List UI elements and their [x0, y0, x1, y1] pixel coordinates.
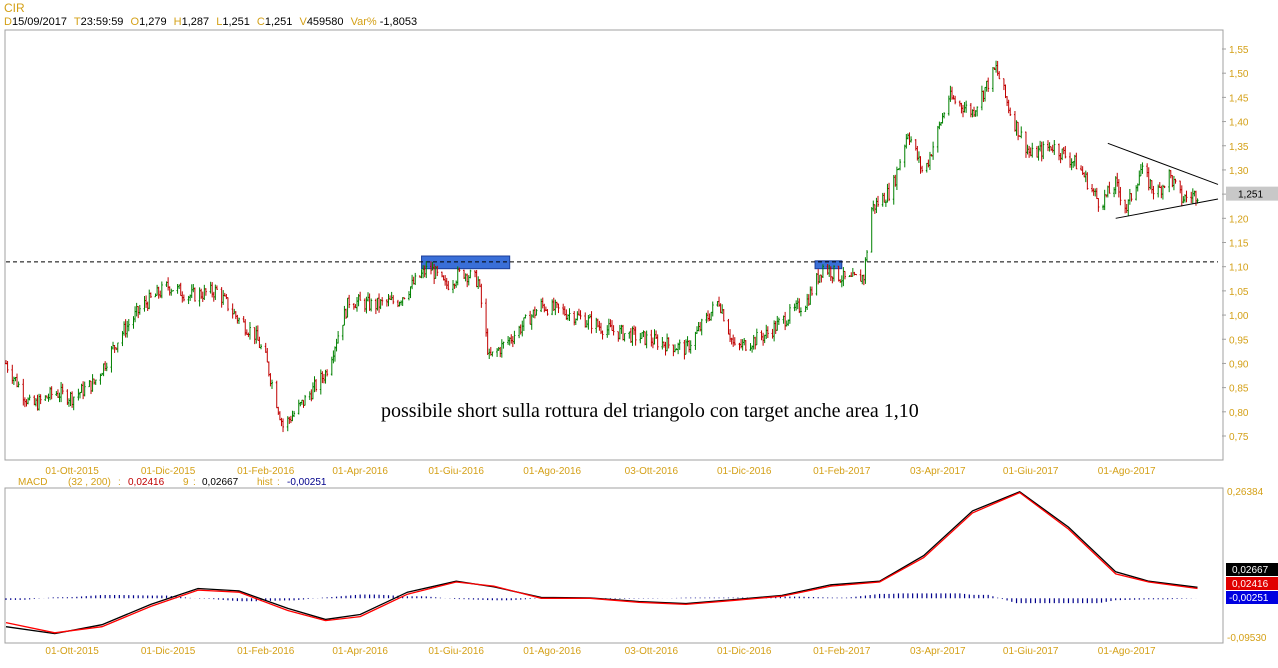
- macd-y-axis: 0,26384 -0,09530: [1227, 487, 1267, 644]
- price-y-tick-label: 1,55: [1229, 45, 1249, 56]
- volume-key: V: [299, 16, 307, 28]
- price-y-tick-label: 0,85: [1229, 384, 1249, 395]
- price-x-axis: 01-Ott-2015 01-Dic-2015 01-Feb-2016 01-Apr-…: [45, 466, 1156, 477]
- price-x-tick-label: 01-Dic-2015: [141, 466, 196, 477]
- macd-y-tick-label: -0,09530: [1227, 633, 1267, 644]
- macd-x-axis: 01-Ott-2015 01-Dic-2015 01-Feb-2016 01-Apr-…: [45, 646, 1156, 657]
- price-y-tick-label: 0,80: [1229, 408, 1249, 419]
- hist-tag: -0,00251: [1229, 593, 1269, 604]
- macd-panel-frame: [4, 487, 1224, 644]
- price-panel-frame: [4, 29, 1224, 461]
- price-x-tick-label: 03-Apr-2017: [910, 466, 966, 477]
- price-y-tick-label: 1,10: [1229, 263, 1249, 274]
- price-x-tick-label: 01-Giu-2017: [1003, 466, 1059, 477]
- macd-colon: :: [118, 477, 121, 488]
- hist-label: hist: [257, 477, 273, 488]
- price-y-tick-label: 1,05: [1229, 287, 1249, 298]
- macd-x-tick-label: 01-Giu-2016: [428, 646, 484, 657]
- macd-x-tick-label: 01-Apr-2016: [332, 646, 388, 657]
- chart-annotation: possibile short sulla rottura del triang…: [381, 400, 919, 422]
- volume-value: 459580: [306, 16, 344, 28]
- price-y-tick-label: 1,45: [1229, 93, 1249, 104]
- var-value: -1,8053: [379, 16, 418, 28]
- price-y-tick-label: 1,35: [1229, 142, 1249, 153]
- resistance-zone: [814, 260, 843, 270]
- macd-title: MACD: [18, 477, 47, 488]
- ohlc-readout: D15/09/2017 T23:59:59 O1,279 H1,287 L1,2…: [4, 16, 421, 28]
- last-price-label: 1,251: [1238, 190, 1263, 201]
- price-y-axis: 1,551,501,451,401,351,301,251,201,151,10…: [1222, 45, 1249, 443]
- price-y-tick-label: 0,75: [1229, 432, 1249, 443]
- macd-y-tick-label: 0,26384: [1227, 487, 1264, 498]
- macd-value-tags: 0,02667 0,02416 -0,00251: [1226, 563, 1278, 604]
- time-key: T: [73, 16, 81, 28]
- time-value: 23:59:59: [80, 16, 124, 28]
- price-x-tick-label: 01-Ago-2017: [1098, 466, 1156, 477]
- macd-x-tick-label: 03-Apr-2017: [910, 646, 966, 657]
- date-value: 15/09/2017: [11, 16, 68, 28]
- close-key: C: [256, 16, 265, 28]
- macd-x-tick-label: 01-Ott-2015: [45, 646, 99, 657]
- price-x-tick-label: 01-Ago-2016: [523, 466, 581, 477]
- date-key: D: [4, 16, 12, 28]
- macd-tag-bg: [1226, 577, 1278, 590]
- price-y-tick-label: 1,40: [1229, 118, 1249, 129]
- macd-x-tick-label: 03-Ott-2016: [625, 646, 679, 657]
- chart-header: CIR D15/09/2017 T23:59:59 O1,279 H1,287 …: [4, 1, 704, 31]
- signal-tag-bg: [1226, 563, 1278, 576]
- signal-line: [5, 491, 1198, 634]
- low-key: L: [216, 16, 223, 28]
- macd-x-tick-label: 01-Feb-2017: [813, 646, 871, 657]
- price-x-tick-label: 01-Giu-2016: [428, 466, 484, 477]
- symbol-title: CIR: [4, 1, 25, 15]
- macd-x-tick-label: 01-Dic-2015: [141, 646, 196, 657]
- hist-tag-bg: [1226, 591, 1278, 604]
- price-x-tick-label: 01-Feb-2016: [237, 466, 295, 477]
- triangle-pattern: [1107, 142, 1219, 219]
- price-y-tick-label: 1,30: [1229, 166, 1249, 177]
- price-y-tick-label: 1,15: [1229, 239, 1249, 250]
- signal-tag: 0,02667: [1232, 565, 1269, 576]
- macd-value: 0,02416: [128, 477, 165, 488]
- macd-x-tick-label: 01-Dic-2016: [717, 646, 772, 657]
- hist-colon: :: [277, 477, 280, 488]
- macd-x-tick-label: 01-Ago-2017: [1098, 646, 1156, 657]
- price-x-tick-label: 03-Ott-2016: [625, 466, 679, 477]
- high-value: 1,287: [181, 16, 210, 28]
- triangle-trendline: [1115, 198, 1219, 219]
- macd-x-tick-label: 01-Feb-2016: [237, 646, 295, 657]
- candlestick-series: [5, 60, 1199, 433]
- price-x-tick-label: 01-Ott-2015: [45, 466, 99, 477]
- price-y-tick-label: 1,20: [1229, 214, 1249, 225]
- macd-x-tick-label: 01-Ago-2016: [523, 646, 581, 657]
- price-y-tick-label: 1,50: [1229, 69, 1249, 80]
- price-x-tick-label: 01-Apr-2016: [332, 466, 388, 477]
- hist-value: -0,00251: [287, 477, 327, 488]
- signal-colon: :: [193, 477, 196, 488]
- price-x-tick-label: 01-Dic-2016: [717, 466, 772, 477]
- price-y-tick-label: 0,95: [1229, 335, 1249, 346]
- var-key: Var%: [350, 16, 377, 28]
- price-y-tick-label: 0,90: [1229, 359, 1249, 370]
- macd-line: [5, 490, 1198, 635]
- macd-tag: 0,02416: [1232, 579, 1269, 590]
- triangle-trendline: [1107, 142, 1219, 185]
- last-price-tag: 1,251: [1226, 186, 1278, 201]
- low-value: 1,251: [222, 16, 250, 28]
- open-value: 1,279: [139, 16, 167, 28]
- last-price-tag-bg: [1226, 186, 1278, 201]
- high-key: H: [173, 16, 182, 28]
- macd-x-tick-label: 01-Giu-2017: [1003, 646, 1059, 657]
- signal-value: 0,02667: [202, 477, 239, 488]
- close-value: 1,251: [264, 16, 293, 28]
- price-x-tick-label: 01-Feb-2017: [813, 466, 871, 477]
- open-key: O: [130, 16, 140, 28]
- price-y-tick-label: 1,00: [1229, 311, 1249, 322]
- signal-period: 9: [183, 477, 189, 488]
- resistance-zones: [421, 255, 843, 270]
- macd-params: (32 , 200): [68, 477, 111, 488]
